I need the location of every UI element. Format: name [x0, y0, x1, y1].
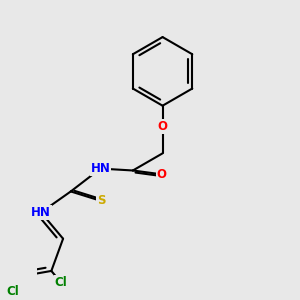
- Text: Cl: Cl: [6, 285, 19, 298]
- Text: O: O: [157, 168, 166, 181]
- Text: HN: HN: [91, 162, 110, 175]
- Text: S: S: [97, 194, 106, 208]
- Text: O: O: [158, 120, 168, 133]
- Text: HN: HN: [31, 206, 51, 219]
- Text: Cl: Cl: [55, 276, 68, 289]
